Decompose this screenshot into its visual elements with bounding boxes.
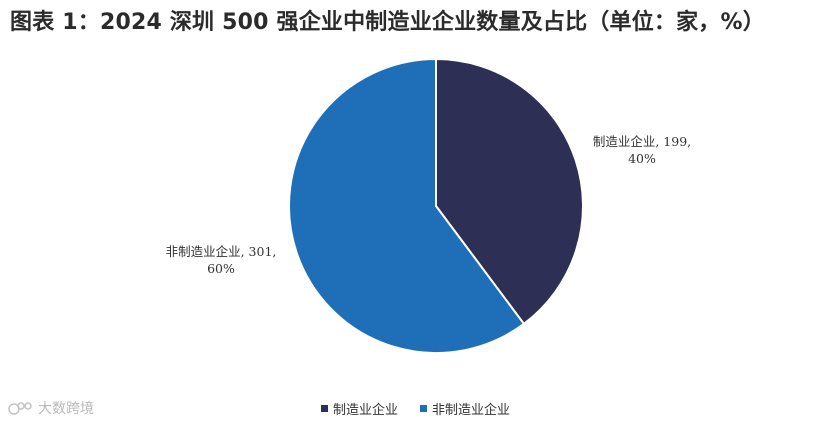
watermark: 大数跨境 [8, 398, 94, 418]
legend-label-manufacturing: 制造业企业 [332, 403, 398, 418]
legend: 制造业企业 非制造业企业 [0, 399, 831, 418]
legend-swatch-manufacturing [320, 405, 328, 412]
legend-item-non-manufacturing: 非制造业企业 [420, 399, 510, 418]
legend-item-manufacturing: 制造业企业 [320, 399, 398, 418]
watermark-text: 大数跨境 [38, 401, 94, 417]
legend-label-non-manufacturing: 非制造业企业 [432, 403, 511, 418]
data-label-non-manufacturing: 非制造业企业, 301, 60% [166, 244, 277, 276]
pie-slice-non-manufacturing [288, 57, 526, 354]
pie-slice-manufacturing [435, 57, 584, 326]
legend-swatch-non-manufacturing [420, 405, 427, 412]
data-label-manufacturing: 制造业企业, 199, 40% [593, 134, 691, 166]
logo-icon [8, 402, 32, 415]
chart-title: 图表 1：2024 深圳 500 强企业中制造业企业数量及占比（单位：家，%） [10, 10, 765, 35]
